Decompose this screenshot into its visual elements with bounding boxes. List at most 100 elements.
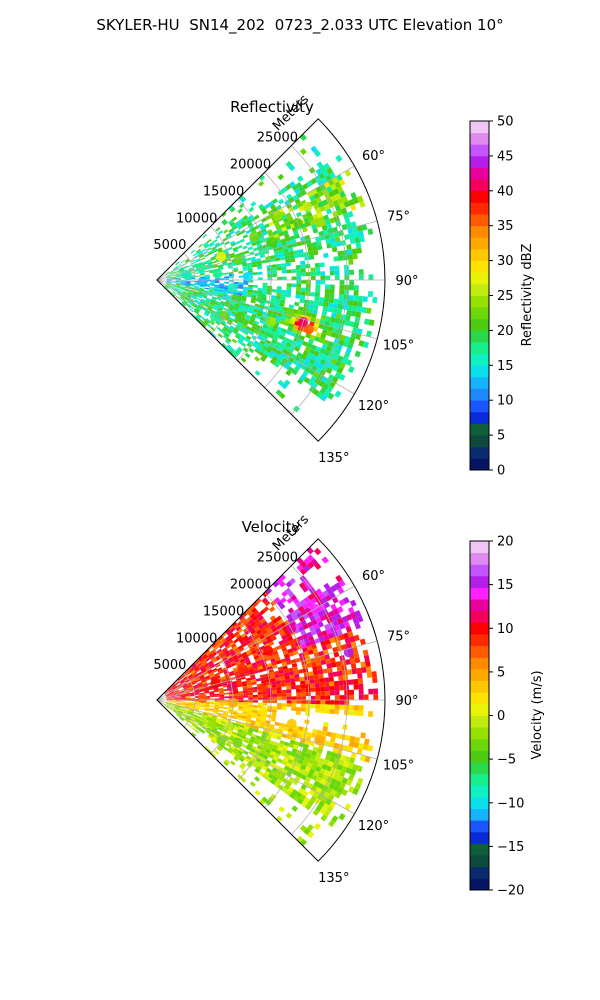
- reflectivity-gate: [240, 342, 247, 348]
- velocity-gate: [251, 745, 257, 751]
- velocity-gate: [217, 714, 223, 718]
- velocity-gate: [312, 728, 318, 734]
- reflectivity-colorbar-swatch: [470, 260, 489, 273]
- reflectivity-gate: [314, 262, 320, 268]
- reflectivity-gate: [170, 284, 176, 286]
- reflectivity-gate: [319, 358, 327, 366]
- velocity-gate: [259, 655, 265, 661]
- reflectivity-gate: [315, 346, 322, 353]
- velocity-gate: [256, 663, 263, 668]
- velocity-gate: [312, 760, 319, 767]
- velocity-gate: [174, 690, 180, 694]
- reflectivity-gate: [309, 334, 316, 341]
- reflectivity-gate: [268, 221, 275, 227]
- velocity-gate: [306, 547, 314, 555]
- reflectivity-gate: [346, 310, 352, 316]
- reflectivity-gate: [281, 289, 287, 294]
- velocity-gate: [201, 716, 207, 719]
- velocity-gate: [180, 701, 186, 703]
- velocity-gate: [305, 641, 312, 647]
- reflectivity-gate: [279, 256, 286, 261]
- reflectivity-gate: [339, 334, 346, 341]
- velocity-gate: [248, 741, 254, 746]
- velocity-gate: [200, 703, 205, 705]
- reflectivity-gate: [353, 285, 359, 291]
- velocity-gate: [339, 754, 346, 761]
- velocity-gate: [238, 691, 244, 694]
- reflectivity-gate: [287, 326, 293, 332]
- velocity-gate: [190, 705, 195, 707]
- velocity-gate: [358, 710, 364, 717]
- velocity-gate: [241, 642, 248, 648]
- reflectivity-colorbar-swatch: [470, 155, 489, 168]
- velocity-gate: [205, 666, 211, 670]
- velocity-gate: [287, 635, 294, 642]
- reflectivity-gate: [328, 232, 335, 239]
- velocity-gate: [261, 757, 267, 763]
- reflectivity-gate: [318, 380, 326, 388]
- reflectivity-gate: [200, 299, 206, 303]
- reflectivity-gate: [313, 322, 320, 328]
- reflectivity-gate: [323, 349, 331, 357]
- velocity-gate: [170, 692, 175, 695]
- velocity-gate: [224, 661, 230, 666]
- velocity-gate: [296, 688, 301, 693]
- velocity-gate: [179, 709, 184, 712]
- velocity-gate: [238, 700, 244, 703]
- reflectivity-gate: [251, 325, 257, 331]
- velocity-gate: [287, 607, 295, 614]
- velocity-gate: [337, 670, 343, 677]
- reflectivity-gate: [314, 292, 320, 298]
- velocity-gate: [315, 752, 322, 758]
- velocity-gate: [261, 629, 268, 635]
- velocity-gate: [192, 682, 197, 686]
- reflectivity-gate: [312, 246, 318, 252]
- velocity-gate: [311, 750, 317, 757]
- velocity-gate: [214, 703, 220, 705]
- velocity-gate: [238, 656, 244, 661]
- reflectivity-gate: [317, 190, 325, 198]
- velocity-gate: [246, 682, 252, 686]
- velocity-gate: [341, 789, 348, 796]
- reflectivity-gate: [235, 299, 242, 303]
- reflectivity-gate: [334, 270, 340, 276]
- reflectivity-gate: [242, 268, 248, 271]
- reflectivity-gate: [372, 297, 378, 304]
- velocity-gate: [252, 707, 258, 711]
- velocity-gate: [325, 704, 330, 710]
- velocity-gate: [166, 700, 172, 702]
- velocity-gate: [304, 675, 310, 681]
- velocity-gate: [237, 712, 243, 716]
- velocity-gate: [247, 685, 253, 689]
- radial-tick-label: 20000: [230, 158, 271, 173]
- reflectivity-gate: [232, 225, 238, 231]
- reflectivity-gate: [205, 310, 211, 314]
- reflectivity-gate: [347, 300, 353, 306]
- velocity-gate: [312, 808, 320, 816]
- velocity-gate: [334, 695, 340, 700]
- reflectivity-gate: [320, 280, 326, 285]
- velocity-gate: [258, 742, 264, 747]
- reflectivity-gate: [335, 241, 342, 247]
- reflectivity-gate: [226, 337, 232, 343]
- reflectivity-gate: [174, 287, 179, 291]
- velocity-gate: [227, 739, 234, 744]
- velocity-gate: [303, 651, 310, 657]
- velocity-colorbar-swatch: [470, 855, 489, 868]
- reflectivity-gate: [367, 228, 374, 235]
- velocity-gate: [332, 646, 339, 653]
- velocity-gate: [300, 688, 306, 693]
- velocity-gate: [238, 697, 244, 700]
- velocity-gate: [334, 704, 340, 710]
- velocity-gate: [164, 705, 170, 709]
- reflectivity-gate: [258, 332, 265, 338]
- velocity-gate: [229, 735, 236, 740]
- reflectivity-gate: [207, 306, 213, 310]
- reflectivity-gate: [180, 260, 185, 264]
- velocity-gate: [319, 614, 327, 622]
- reflectivity-gate: [347, 342, 354, 349]
- reflectivity-gate: [272, 324, 279, 330]
- velocity-gate: [184, 678, 190, 682]
- velocity-gate: [198, 722, 204, 727]
